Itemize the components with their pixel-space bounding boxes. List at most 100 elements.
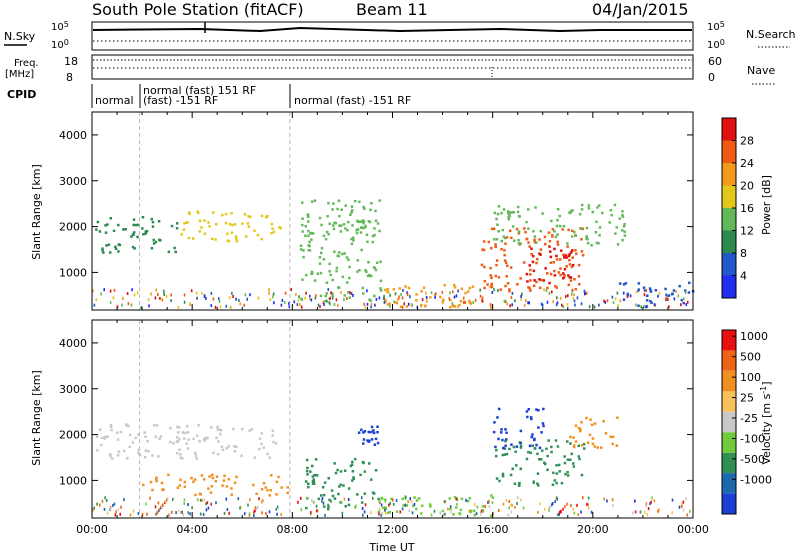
velocity-unit-main: Velocity [m s <box>760 393 773 464</box>
scatter-cell <box>576 296 579 300</box>
data-cell <box>577 275 581 278</box>
data-cell <box>574 424 578 427</box>
scatter-cell <box>479 294 482 298</box>
scatter-cell <box>544 507 546 511</box>
scatter-cell <box>612 301 615 305</box>
data-cell <box>593 445 596 448</box>
data-cell <box>220 445 224 448</box>
scatter-cell <box>205 508 208 512</box>
data-cell <box>495 448 498 452</box>
scatter-cell <box>321 499 323 503</box>
scatter-cell <box>384 508 386 512</box>
scatter-cell <box>509 304 511 308</box>
scatter-cell <box>667 297 669 301</box>
data-cell <box>551 228 555 231</box>
scatter-cell <box>268 288 270 292</box>
data-cell <box>507 212 511 216</box>
data-cell <box>582 443 586 446</box>
data-cell <box>352 477 355 480</box>
velocity-colorbar-label: Velocity [m s-1] <box>759 381 773 464</box>
scatter-cell <box>399 510 402 514</box>
data-cell <box>504 428 507 431</box>
scatter-cell <box>392 502 395 506</box>
data-cell <box>458 303 461 307</box>
data-cell <box>144 435 147 438</box>
scatter-cell <box>141 512 144 516</box>
scatter-cell <box>510 503 512 507</box>
scatter-cell <box>441 290 444 294</box>
data-cell <box>533 235 537 238</box>
scatter-cell <box>510 296 513 300</box>
data-cell <box>452 513 455 516</box>
data-cell <box>362 431 365 434</box>
data-cell <box>95 228 98 231</box>
data-cell <box>420 512 423 515</box>
data-cell <box>621 229 624 232</box>
data-cell <box>565 265 568 268</box>
data-cell <box>158 437 161 440</box>
data-cell <box>566 245 569 248</box>
data-cell <box>307 244 310 247</box>
data-cell <box>214 479 218 483</box>
freq-tick-bottom: 8 <box>66 71 73 84</box>
data-cell <box>358 200 361 204</box>
data-cell <box>439 295 442 299</box>
freq-tick-top: 18 <box>64 55 78 68</box>
data-cell <box>563 274 566 277</box>
scatter-cell <box>567 294 569 298</box>
scatter-cell <box>653 499 656 503</box>
data-cell <box>503 253 506 257</box>
data-cell <box>401 497 405 501</box>
data-cell <box>519 441 522 445</box>
data-cell <box>109 455 112 458</box>
data-cell <box>482 240 486 243</box>
data-cell <box>374 268 378 272</box>
data-cell <box>194 493 197 497</box>
scatter-cell <box>645 289 648 293</box>
data-cell <box>489 514 493 517</box>
data-cell <box>490 247 493 250</box>
data-cell <box>538 286 542 290</box>
data-cell <box>503 236 507 240</box>
data-cell <box>505 275 508 278</box>
data-cell <box>571 256 574 259</box>
scatter-cell <box>671 511 673 515</box>
scatter-cell <box>380 503 383 507</box>
data-cell <box>495 454 498 458</box>
data-cell <box>246 222 250 225</box>
scatter-cell <box>360 496 363 500</box>
data-cell <box>526 280 529 283</box>
data-cell <box>671 292 674 296</box>
scatter-cell <box>490 305 493 309</box>
data-cell <box>529 279 532 282</box>
scatter-cell <box>566 502 568 506</box>
data-cell <box>109 251 112 254</box>
data-cell <box>234 235 238 238</box>
scatter-cell <box>300 496 302 500</box>
data-cell <box>375 261 379 264</box>
data-cell <box>688 281 691 285</box>
data-cell <box>581 227 585 231</box>
data-cell <box>548 245 551 248</box>
data-cell <box>350 242 354 246</box>
scatter-cell <box>629 294 632 298</box>
data-cell <box>532 481 535 484</box>
data-cell <box>494 445 497 449</box>
scatter-cell <box>261 500 263 504</box>
scatter-cell <box>309 294 311 298</box>
scatter-cell <box>322 300 325 304</box>
data-cell <box>411 504 415 508</box>
data-cell <box>379 289 383 292</box>
data-cell <box>507 210 510 213</box>
data-cell <box>260 488 264 491</box>
data-cell <box>159 435 163 438</box>
scatter-cell <box>315 509 318 513</box>
scatter-cell <box>680 303 682 307</box>
data-cell <box>137 433 140 436</box>
data-cell <box>500 211 503 215</box>
data-cell <box>569 458 572 461</box>
data-cell <box>468 286 472 290</box>
scatter-cell <box>401 507 404 511</box>
data-cell <box>523 227 526 230</box>
data-cell <box>525 237 528 241</box>
